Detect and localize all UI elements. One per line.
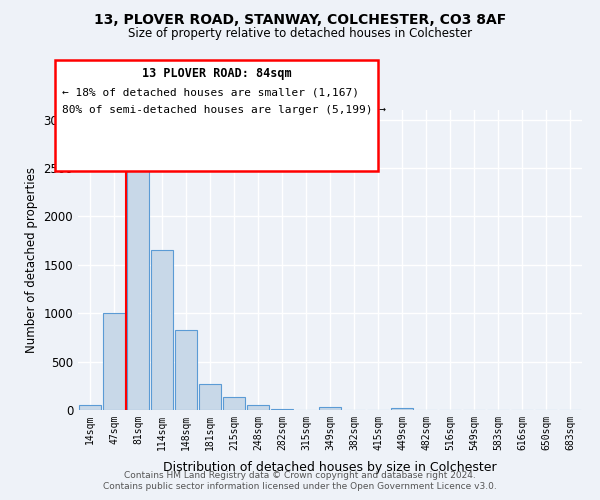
Bar [247,405,269,410]
Text: 13 PLOVER ROAD: 84sqm: 13 PLOVER ROAD: 84sqm [142,68,292,80]
Bar [127,170,149,410]
Text: Contains public sector information licensed under the Open Government Licence v3: Contains public sector information licen… [103,482,497,491]
Bar [391,408,413,410]
Text: 13, PLOVER ROAD, STANWAY, COLCHESTER, CO3 8AF: 13, PLOVER ROAD, STANWAY, COLCHESTER, CO… [94,12,506,26]
Bar [175,330,197,410]
Text: Size of property relative to detached houses in Colchester: Size of property relative to detached ho… [128,28,472,40]
Y-axis label: Number of detached properties: Number of detached properties [25,167,38,353]
Bar [151,250,173,410]
Bar [319,406,341,410]
Bar [223,398,245,410]
Bar [103,313,125,410]
X-axis label: Distribution of detached houses by size in Colchester: Distribution of detached houses by size … [163,461,497,474]
Bar [271,408,293,410]
Text: 80% of semi-detached houses are larger (5,199) →: 80% of semi-detached houses are larger (… [62,105,386,115]
Bar [79,405,101,410]
Text: ← 18% of detached houses are smaller (1,167): ← 18% of detached houses are smaller (1,… [62,88,359,98]
Text: Contains HM Land Registry data © Crown copyright and database right 2024.: Contains HM Land Registry data © Crown c… [124,471,476,480]
Bar [199,384,221,410]
